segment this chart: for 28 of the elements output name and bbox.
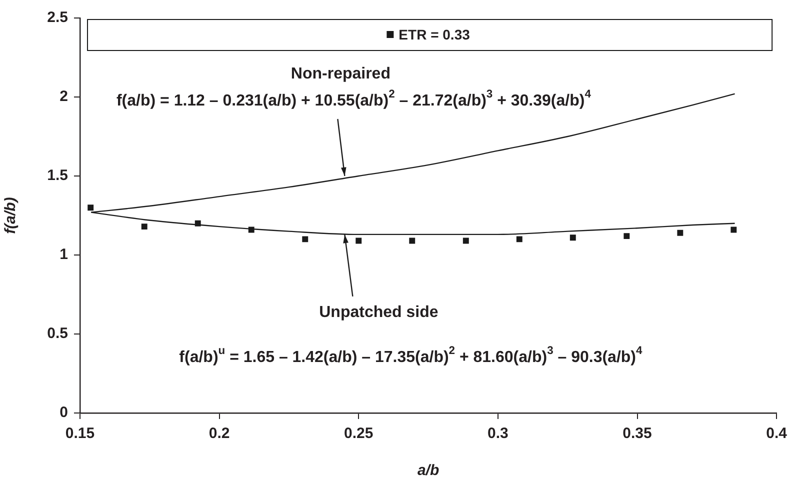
point bbox=[516, 236, 522, 242]
point bbox=[88, 204, 94, 211]
y-tick-label: 1 bbox=[60, 246, 68, 264]
legend-label: ETR = 0.33 bbox=[398, 26, 470, 42]
point bbox=[356, 238, 362, 244]
y-tick-label: 1.5 bbox=[47, 167, 68, 184]
x-tick-label: 0.4 bbox=[766, 425, 788, 442]
x-tick-label: 0.25 bbox=[344, 425, 374, 442]
x-tick-label: 0.15 bbox=[65, 425, 95, 442]
y-axis-title: f(a/b) bbox=[2, 197, 20, 234]
point bbox=[624, 233, 630, 240]
point bbox=[141, 224, 148, 230]
point bbox=[462, 238, 469, 244]
annotation: Unpatched side bbox=[319, 304, 438, 321]
x-tick-label: 0.3 bbox=[488, 425, 508, 442]
point bbox=[677, 230, 684, 236]
x-tick-label: 0.35 bbox=[622, 425, 652, 442]
y-tick-label: 0.5 bbox=[47, 325, 68, 342]
point bbox=[570, 234, 576, 241]
point bbox=[730, 226, 737, 233]
x-tick-label: 0.2 bbox=[208, 425, 230, 442]
x-axis-title: a/b bbox=[417, 462, 440, 480]
y-tick-label: 2 bbox=[60, 88, 68, 106]
y-tick-label: 0 bbox=[60, 404, 68, 422]
y-tick-label: 2.5 bbox=[47, 9, 68, 26]
point bbox=[302, 236, 308, 242]
point bbox=[409, 238, 416, 244]
annotation: Non-repaired bbox=[290, 65, 390, 82]
